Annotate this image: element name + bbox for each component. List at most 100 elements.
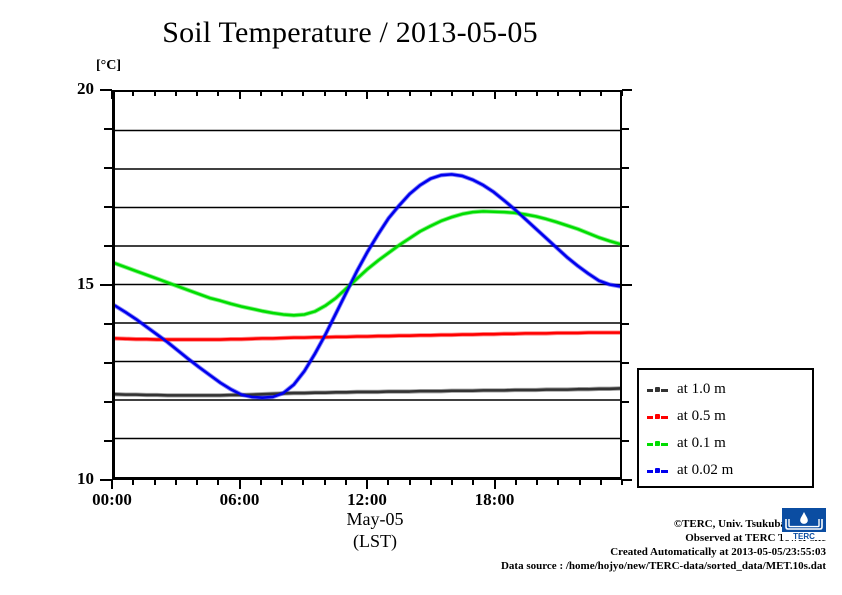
x-axis-tick-label: 06:00	[219, 490, 260, 509]
x-axis-tick-top	[153, 90, 156, 96]
x-axis-tick-top	[451, 90, 453, 96]
legend-item-3[interactable]: at 0.02 m	[647, 457, 812, 484]
x-axis-tick	[132, 479, 135, 485]
page-title: Soil Temperature / 2013-05-05	[162, 16, 538, 49]
y-axis-tick	[100, 284, 112, 286]
x-axis-tick-top	[557, 90, 560, 96]
y-axis-tick	[104, 362, 112, 364]
x-axis-tick-top	[132, 90, 135, 96]
x-axis-caption-line2: (LST)	[353, 531, 397, 551]
series-line-1	[115, 331, 620, 341]
series-halo-2	[115, 209, 620, 318]
series-line-2	[115, 210, 620, 317]
x-axis-tick	[174, 479, 177, 485]
y-axis-tick-right	[622, 89, 632, 91]
x-axis-tick-top	[323, 90, 326, 96]
x-axis-tick-top	[302, 90, 305, 96]
x-axis-tick-top	[238, 90, 241, 99]
x-axis-tick-top	[599, 90, 602, 96]
x-axis-tick	[536, 479, 538, 485]
credit-line-created: Created Automatically at 2013-05-05/23:5…	[610, 546, 826, 558]
x-axis-tick-top	[429, 90, 432, 96]
y-axis-tick-right	[622, 401, 629, 403]
x-axis-tick	[259, 479, 262, 485]
credit-line-copyright: ©TERC, Univ. Tsukuba	[673, 518, 786, 530]
legend-swatch-icon	[647, 410, 669, 424]
x-axis-tick-top	[111, 90, 113, 99]
legend-swatch-icon	[647, 383, 669, 397]
y-axis-tick-right	[622, 284, 632, 286]
y-axis-tick	[104, 401, 112, 403]
legend-label: at 0.5 m	[677, 408, 726, 424]
legend-label: at 1.0 m	[677, 381, 726, 397]
x-axis-tick-top	[344, 90, 347, 96]
x-axis-tick	[387, 479, 390, 485]
legend-label: at 0.02 m	[677, 462, 734, 478]
y-axis-tick	[104, 206, 112, 208]
terc-logo-text: TERC	[793, 532, 815, 540]
x-axis-caption: May-05 (LST)	[275, 508, 475, 552]
legend-item-2[interactable]: at 0.1 m	[647, 430, 812, 457]
plot-area	[112, 90, 622, 480]
x-axis-tick	[281, 479, 283, 485]
y-axis-tick-right	[622, 479, 632, 481]
x-axis-tick	[153, 479, 156, 485]
x-axis-tick	[217, 479, 220, 485]
y-axis-tick-label: 10	[77, 469, 94, 488]
y-axis-tick	[100, 479, 112, 481]
y-axis-tick	[104, 323, 112, 325]
x-axis-tick	[557, 479, 560, 485]
legend-swatch-icon	[647, 437, 669, 451]
x-axis-tick-label: 12:00	[347, 490, 387, 509]
x-axis-tick	[302, 479, 305, 485]
x-axis-tick-top	[387, 90, 390, 96]
x-axis-tick-top	[408, 90, 411, 96]
y-axis-tick-label: 20	[77, 79, 94, 98]
x-axis-tick	[408, 479, 411, 485]
x-axis-tick-top	[472, 90, 475, 96]
y-axis-tick-right	[622, 206, 629, 208]
legend-label: at 0.1 m	[677, 435, 726, 451]
x-axis-tick	[451, 479, 453, 485]
y-axis-tick-right	[622, 323, 629, 325]
legend-item-1[interactable]: at 0.5 m	[647, 403, 812, 430]
x-axis-tick-top	[196, 90, 198, 96]
y-axis-tick	[104, 245, 112, 247]
y-axis-tick-right	[622, 362, 629, 364]
y-axis-tick-label: 15	[77, 274, 94, 293]
credit-line-datasource: Data source : /home/hojyo/new/TERC-data/…	[500, 560, 826, 572]
y-axis-unit-label: [°C]	[96, 58, 122, 73]
x-axis-tick	[578, 479, 581, 485]
x-axis-tick-top	[578, 90, 581, 96]
x-axis-tick	[238, 479, 241, 489]
series-line-0	[115, 387, 620, 397]
y-axis-tick	[104, 128, 112, 130]
x-axis-tick-top	[536, 90, 538, 96]
x-axis-tick	[344, 479, 347, 485]
x-axis-tick-top	[621, 90, 623, 96]
x-axis-tick	[599, 479, 602, 485]
x-axis-tick	[514, 479, 517, 485]
legend-swatch-icon	[647, 464, 669, 478]
x-axis-tick-top	[217, 90, 220, 96]
y-axis-tick	[100, 89, 112, 91]
x-axis-tick-top	[174, 90, 177, 96]
x-axis-tick	[111, 479, 113, 489]
y-axis-tick-right	[622, 245, 629, 247]
x-axis-tick	[366, 479, 368, 489]
x-axis-tick-top	[366, 90, 368, 99]
x-axis-tick-top	[281, 90, 283, 96]
series-line-3	[115, 173, 620, 399]
y-axis-tick-right	[622, 440, 629, 442]
plot-canvas	[115, 129, 620, 440]
y-axis-tick-right	[622, 167, 629, 169]
x-axis-tick	[429, 479, 432, 485]
x-axis-tick-label: 18:00	[474, 490, 515, 509]
x-axis-tick-top	[493, 90, 496, 99]
x-axis-tick	[621, 479, 623, 485]
x-axis-tick-label: 00:00	[92, 490, 132, 509]
legend-item-0[interactable]: at 1.0 m	[647, 376, 812, 403]
x-axis-tick	[196, 479, 198, 485]
y-axis-tick	[104, 167, 112, 169]
